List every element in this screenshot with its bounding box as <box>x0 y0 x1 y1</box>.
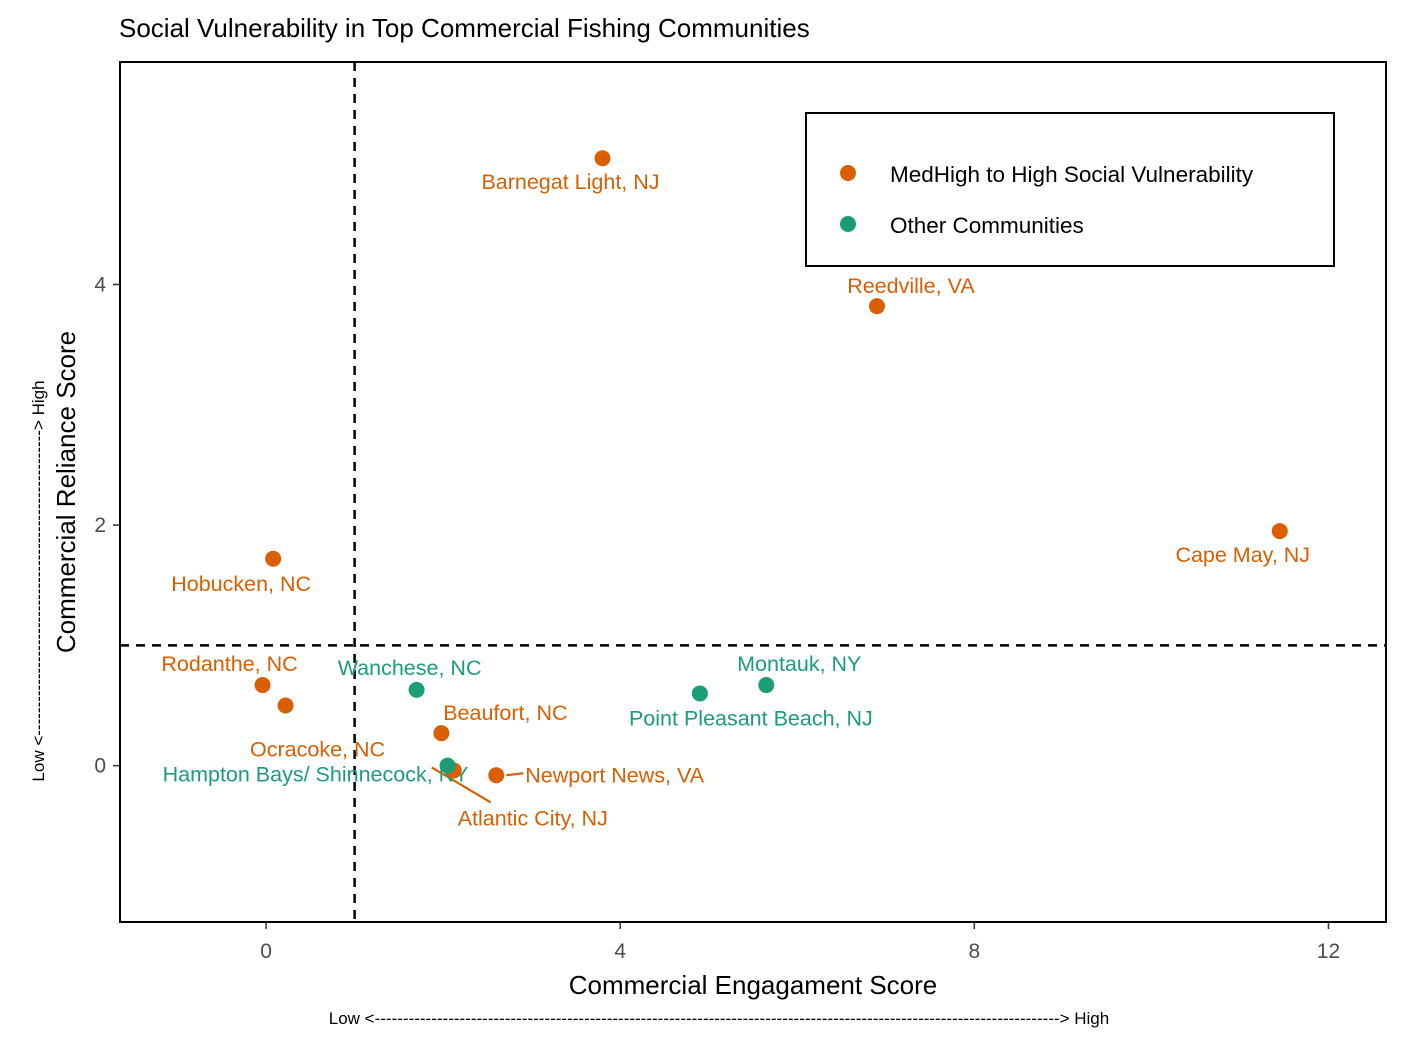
legend-dot-medhigh <box>840 165 856 181</box>
data-point-wanchese-nc <box>408 681 425 698</box>
point-label-hampton-bays-shinnecock-ny: Hampton Bays/ Shinnecock, NY <box>163 763 469 787</box>
point-label-hobucken-nc: Hobucken, NC <box>171 572 311 596</box>
x-axis-title: Commercial Engagament Score <box>569 970 938 1000</box>
legend: MedHigh to High Social Vulnerability Oth… <box>805 112 1335 267</box>
data-point-hobucken-nc <box>265 550 282 567</box>
point-label-montauk-ny: Montauk, NY <box>737 652 861 676</box>
point-label-atlantic-city-nj: Atlantic City, NJ <box>458 806 608 830</box>
x-tick-label: 12 <box>1317 940 1340 963</box>
y-tick-label: 4 <box>94 274 106 297</box>
leader-line-atlantic-city-nj <box>431 766 492 804</box>
point-label-wanchese-nc: Wanchese, NC <box>338 656 482 680</box>
plot-panel <box>119 61 1387 923</box>
data-point-montauk-ny <box>758 677 775 694</box>
data-point-point-pleasant-beach-nj <box>691 685 708 702</box>
point-label-cape-may-nj: Cape May, NJ <box>1175 543 1310 567</box>
legend-label-other: Other Communities <box>890 213 1084 238</box>
legend-box <box>805 112 1335 267</box>
data-point-reedville-va <box>868 298 885 315</box>
point-label-rodanthe-nc: Rodanthe, NC <box>161 652 297 676</box>
y-axis-title: Commercial Reliance Score <box>51 331 81 653</box>
data-point-ocracoke-nc <box>277 697 294 714</box>
point-label-point-pleasant-beach-nj: Point Pleasant Beach, NJ <box>629 706 873 730</box>
x-tick-label: 0 <box>260 940 272 963</box>
x-axis-low-high-note: Low <-----------------------------------… <box>329 1009 1109 1028</box>
y-tick-label: 0 <box>94 755 106 778</box>
y-tick-label: 2 <box>94 514 106 537</box>
data-point-beaufort-nc <box>433 725 450 742</box>
legend-label-medhigh: MedHigh to High Social Vulnerability <box>890 162 1254 187</box>
data-point-barnegat-light-nj <box>594 150 611 167</box>
point-label-barnegat-light-nj: Barnegat Light, NJ <box>481 170 659 194</box>
x-tick-label: 4 <box>614 940 626 963</box>
chart-title: Social Vulnerability in Top Commercial F… <box>119 13 810 43</box>
point-label-ocracoke-nc: Ocracoke, NC <box>250 737 385 761</box>
point-label-newport-news-va: Newport News, VA <box>525 763 704 787</box>
point-label-reedville-va: Reedville, VA <box>847 274 975 298</box>
data-point-rodanthe-nc <box>254 677 271 694</box>
data-point-hampton-bays-shinnecock-ny <box>439 757 456 774</box>
data-point-newport-news-va <box>488 767 505 784</box>
y-axis-low-high-note: Low <-----------------------------------… <box>29 380 48 781</box>
point-label-beaufort-nc: Beaufort, NC <box>443 701 567 725</box>
legend-dot-other <box>840 216 856 232</box>
data-point-cape-may-nj <box>1271 523 1288 540</box>
x-tick-label: 8 <box>968 940 980 963</box>
leader-line-newport-news-va <box>506 772 524 777</box>
